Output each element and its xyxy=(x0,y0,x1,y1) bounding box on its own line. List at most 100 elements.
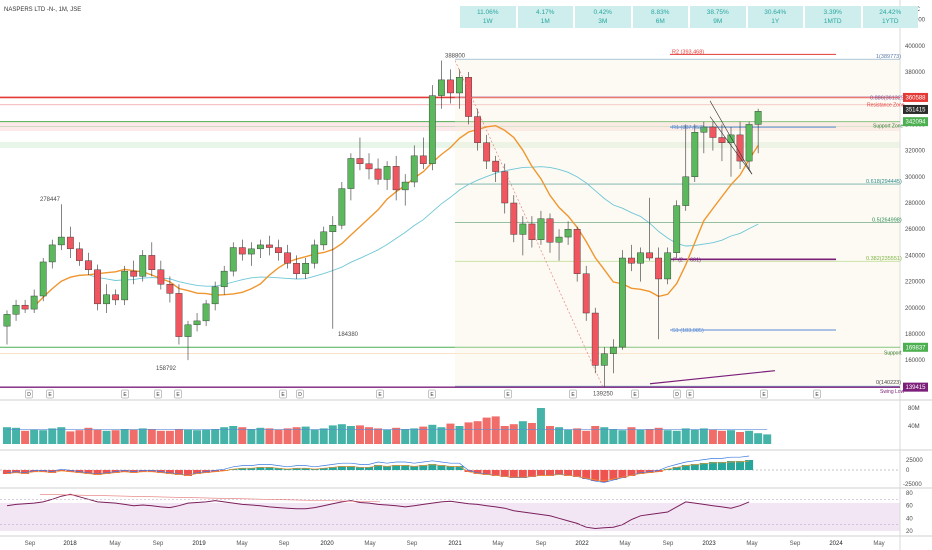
candle xyxy=(302,258,310,279)
volume-bar xyxy=(455,426,464,444)
candle xyxy=(30,289,38,314)
candle-body xyxy=(501,171,509,204)
event-marker-letter: E xyxy=(156,392,160,398)
candle xyxy=(510,195,518,243)
candle xyxy=(519,216,527,256)
time-axis-label: May xyxy=(492,541,503,547)
volume-bar xyxy=(573,428,582,444)
volume-bar xyxy=(600,427,609,444)
fib-label-05: 0.5(264998) xyxy=(872,218,902,224)
event-marker xyxy=(813,389,821,399)
volume-bar xyxy=(672,430,681,444)
macd-hist-bar xyxy=(410,466,419,470)
volume-bar xyxy=(564,429,573,444)
time-axis-label: 2021 xyxy=(448,541,462,547)
time-axis-label: Sep xyxy=(663,541,674,547)
macd-hist-bar xyxy=(292,468,301,470)
price-axis-tick: 400000 xyxy=(905,44,926,50)
resistance-zone-band xyxy=(0,121,900,131)
candle-body xyxy=(383,166,391,180)
volume-bar xyxy=(383,429,392,444)
candle-body xyxy=(419,155,427,164)
macd-hist-bar xyxy=(401,465,410,470)
macd-hist-bar xyxy=(428,464,437,470)
candle-body xyxy=(57,236,65,246)
candle-body xyxy=(628,257,635,264)
volume-bar xyxy=(156,430,165,444)
candle-body xyxy=(700,126,708,133)
candle-body xyxy=(211,286,219,305)
time-axis-label: May xyxy=(746,541,757,547)
candle xyxy=(247,242,255,266)
volume-bar xyxy=(500,426,509,444)
volume-bar xyxy=(3,427,11,444)
event-marker-letter: E xyxy=(378,392,382,398)
macd-hist-bar xyxy=(93,470,102,475)
perf-period: 1W xyxy=(482,18,493,25)
macd-hist-bar xyxy=(84,470,93,474)
candle xyxy=(428,85,436,171)
candle-body xyxy=(193,320,201,326)
candle xyxy=(103,284,110,314)
candle-body xyxy=(392,166,400,191)
candle xyxy=(66,226,74,259)
macd-hist-bar xyxy=(21,470,30,474)
event-marker-letter: E xyxy=(48,392,52,398)
fib-label-p: P (2 xyxy=(673,257,683,263)
event-marker-letter: E xyxy=(506,392,510,398)
volume-bar xyxy=(75,430,84,444)
candle xyxy=(745,121,753,169)
candle-body xyxy=(338,188,346,226)
fib-label-0: 0(140223) xyxy=(876,380,901,386)
volume-bar xyxy=(265,428,274,444)
volume-bar xyxy=(745,430,754,444)
macd-hist-bar xyxy=(681,465,690,470)
macd-hist-bar xyxy=(337,466,346,470)
volume-bar xyxy=(202,429,211,444)
candle-body xyxy=(3,314,11,327)
perf-box-1w: 11.06% 1W xyxy=(460,6,516,28)
tag-resistance: 360588 xyxy=(905,95,926,101)
volume-bar xyxy=(374,428,383,444)
volume-bar xyxy=(102,430,111,444)
time-axis-label: May xyxy=(109,541,120,547)
candle-body xyxy=(247,248,255,255)
macd-hist-bar xyxy=(220,470,229,471)
volume-bar xyxy=(419,426,428,444)
candle xyxy=(275,239,282,261)
candle xyxy=(438,60,445,109)
candle xyxy=(39,258,47,302)
candle xyxy=(637,247,644,282)
candle-body xyxy=(537,218,545,240)
perf-box-3m: 0.42% 3M xyxy=(575,6,631,28)
candle xyxy=(220,265,228,295)
candle xyxy=(537,210,545,245)
volume-bar xyxy=(464,422,473,444)
macd-hist-bar xyxy=(310,469,319,470)
macd-hist-bar xyxy=(355,467,364,470)
volume-bar xyxy=(645,429,654,444)
candle xyxy=(148,242,156,277)
perf-period: 1YTD xyxy=(881,18,899,25)
tag-support-bg xyxy=(903,342,928,352)
candle xyxy=(655,247,663,340)
macd-hist-bar xyxy=(138,470,147,472)
volume-bar xyxy=(66,431,75,444)
event-marker-letter: E xyxy=(281,392,285,398)
candle xyxy=(492,155,500,183)
volume-bar xyxy=(39,430,48,444)
price-axis-tick: 160000 xyxy=(905,358,926,364)
perf-period: 1MTD xyxy=(823,18,842,25)
candle-body xyxy=(329,225,337,233)
volume-bar xyxy=(473,421,482,444)
wedge-lower-line xyxy=(709,116,753,175)
perf-value: 38.75% xyxy=(706,9,729,16)
candle-body xyxy=(166,284,174,294)
macd-hist-bar xyxy=(419,465,428,470)
event-marker xyxy=(504,389,512,399)
perf-value: 0.42% xyxy=(593,9,612,16)
price-label-2022-low: 139250 xyxy=(593,391,614,397)
event-marker-letter: E xyxy=(633,392,637,398)
fib-label-0618: 0.618(294445) xyxy=(866,179,902,185)
candle-body xyxy=(374,168,382,180)
